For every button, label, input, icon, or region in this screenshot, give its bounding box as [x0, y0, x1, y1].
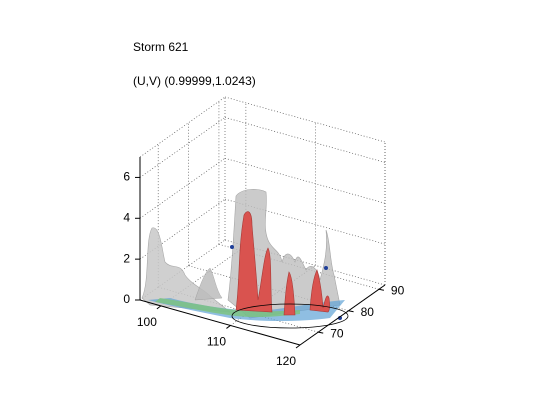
- x-tick-label: 100: [137, 315, 157, 329]
- x-tick: [295, 344, 301, 349]
- y-axis: [299, 284, 386, 346]
- grid-line: [224, 157, 386, 204]
- x-tick-label: 120: [276, 354, 296, 368]
- box-edge: [224, 96, 386, 143]
- x-tick: [226, 325, 231, 329]
- z-tick-label: 0: [123, 292, 130, 306]
- isosurfaces: [141, 189, 349, 329]
- red-surface: [235, 211, 273, 313]
- red-surface: [309, 269, 330, 313]
- z-tick-label: 4: [123, 210, 130, 224]
- blue-dot: [230, 245, 234, 249]
- y-tick: [378, 288, 385, 291]
- y-tick-label: 80: [361, 305, 375, 319]
- grid-line: [224, 117, 386, 163]
- y-tick-label: 90: [391, 283, 405, 297]
- blue-surface: [148, 298, 345, 321]
- x-tick: [156, 305, 162, 310]
- y-tick: [348, 310, 354, 313]
- green-surface: [155, 298, 300, 318]
- y-tick: [318, 331, 324, 334]
- x-axis: [139, 299, 301, 346]
- title: Storm 621: [133, 40, 189, 54]
- circle-outline: [231, 303, 349, 329]
- z-tick-label: 6: [123, 170, 130, 184]
- axes: 100 110 120 70 80 90 0 2 4 6: [123, 157, 405, 368]
- subtitle: (U,V) (0.99999,1.0243): [133, 74, 256, 88]
- z-tick-label: 2: [123, 251, 130, 265]
- gray-surface: [194, 267, 223, 301]
- blue-dot: [324, 266, 328, 270]
- y-tick-label: 70: [330, 326, 344, 340]
- x-tick-label: 110: [207, 335, 226, 349]
